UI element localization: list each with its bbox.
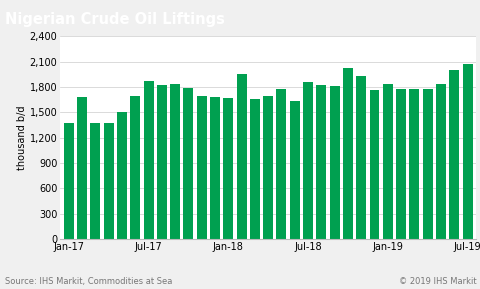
Bar xyxy=(435,84,445,239)
Bar xyxy=(64,123,73,239)
Bar xyxy=(408,89,419,239)
Bar xyxy=(342,68,352,239)
Bar xyxy=(263,96,273,239)
Bar xyxy=(130,96,140,239)
Y-axis label: thousand b/d: thousand b/d xyxy=(17,105,27,170)
Bar xyxy=(369,90,379,239)
Bar xyxy=(422,89,432,239)
Bar xyxy=(316,85,325,239)
Bar xyxy=(143,81,153,239)
Bar xyxy=(329,86,339,239)
Bar xyxy=(462,64,471,239)
Bar xyxy=(395,89,405,239)
Bar xyxy=(250,99,259,239)
Bar xyxy=(210,97,219,239)
Bar xyxy=(289,101,299,239)
Bar xyxy=(382,84,392,239)
Bar xyxy=(117,112,127,239)
Bar xyxy=(223,98,233,239)
Bar xyxy=(356,76,365,239)
Bar xyxy=(236,75,246,239)
Text: Nigerian Crude Oil Liftings: Nigerian Crude Oil Liftings xyxy=(5,12,224,27)
Bar xyxy=(104,123,113,239)
Text: © 2019 IHS Markit: © 2019 IHS Markit xyxy=(398,277,475,286)
Bar xyxy=(90,123,100,239)
Bar xyxy=(196,96,206,239)
Text: Source: IHS Markit, Commodities at Sea: Source: IHS Markit, Commodities at Sea xyxy=(5,277,172,286)
Bar xyxy=(276,89,286,239)
Bar xyxy=(183,88,193,239)
Bar xyxy=(448,70,458,239)
Bar xyxy=(302,82,312,239)
Bar xyxy=(156,85,167,239)
Bar xyxy=(77,97,87,239)
Bar xyxy=(170,84,180,239)
